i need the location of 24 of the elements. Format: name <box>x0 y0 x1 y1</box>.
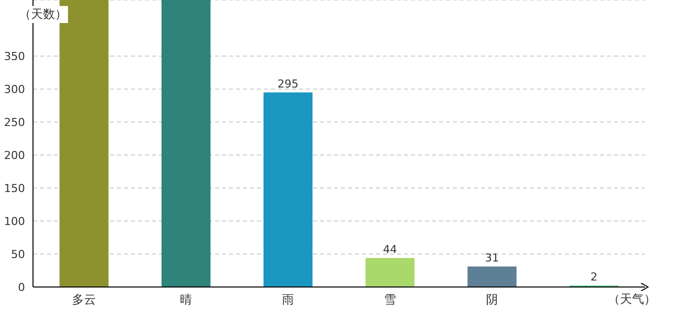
y-tick-label: 100 <box>4 214 25 228</box>
data-label: 295 <box>278 77 299 90</box>
y-axis-title: （天数） <box>18 6 68 23</box>
data-label: 31 <box>485 252 500 265</box>
y-tick-label: 0 <box>18 280 25 294</box>
y-tick-label: 50 <box>11 248 25 261</box>
bar <box>468 266 517 287</box>
bar <box>264 92 313 287</box>
bar <box>366 258 415 287</box>
x-tick-label: 晴 <box>180 292 192 307</box>
y-tick-label: 300 <box>4 82 25 96</box>
bar <box>60 0 109 287</box>
x-axis-title: （天气） <box>608 291 656 308</box>
y-tick-label: 200 <box>4 148 25 162</box>
data-label: 2 <box>590 270 598 284</box>
x-tick-label: 雪 <box>384 292 396 307</box>
y-tick-label: 150 <box>4 182 25 195</box>
data-label: 44 <box>383 242 398 256</box>
x-tick-label: 阴 <box>486 292 498 307</box>
y-tick-label: 250 <box>4 116 25 129</box>
x-tick-label: 多云 <box>72 292 96 307</box>
y-tick-label: 350 <box>4 50 25 63</box>
x-tick-label: 雨 <box>282 292 294 307</box>
bar <box>162 0 211 287</box>
